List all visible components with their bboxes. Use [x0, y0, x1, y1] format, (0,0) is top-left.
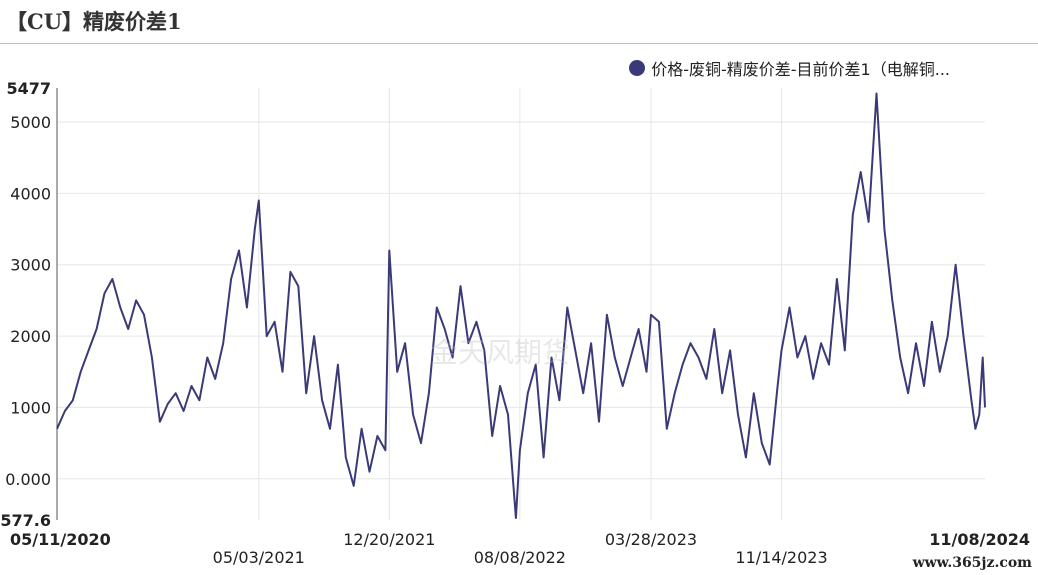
site-watermark: www.365jz.com [912, 555, 1032, 571]
y-tick-label: 5000 [10, 113, 51, 132]
x-tick-label: 03/28/2023 [605, 530, 697, 549]
x-tick-label: 12/20/2021 [343, 530, 435, 549]
x-tick-label: 11/08/2024 [929, 530, 1030, 549]
y-tick-label: -577.6 [0, 511, 51, 530]
x-tick-label: 05/11/2020 [10, 530, 111, 549]
chart-grid [57, 88, 985, 520]
y-tick-label: 1000 [10, 398, 51, 417]
y-tick-label: 5477 [6, 79, 51, 98]
center-watermark: 金天风期货 [430, 336, 570, 369]
y-tick-label: 0.000 [5, 470, 51, 489]
chart-series: 金天风期货 [56, 92, 986, 519]
page-title: 【CU】精废价差1 [6, 9, 182, 34]
legend-series-label: 价格-废铜-精废价差-目前价差1（电解铜... [651, 60, 950, 79]
y-axis-ticks: 5477 5000 4000 3000 2000 1000 0.000 -577.6 [0, 79, 51, 530]
y-tick-label: 4000 [10, 184, 51, 203]
series-line-0[interactable] [56, 92, 986, 519]
title-divider [0, 43, 1038, 44]
chart-legend[interactable]: 价格-废铜-精废价差-目前价差1（电解铜... [629, 56, 950, 80]
x-tick-label: 08/08/2022 [474, 548, 566, 567]
y-tick-label: 2000 [10, 327, 51, 346]
legend-dot-icon [629, 60, 646, 76]
x-tick-label: 05/03/2021 [213, 548, 305, 567]
y-tick-label: 3000 [10, 256, 51, 275]
x-tick-label: 11/14/2023 [735, 548, 827, 567]
x-axis-ticks: 05/11/2020 05/03/2021 12/20/2021 08/08/2022… [10, 530, 1030, 567]
